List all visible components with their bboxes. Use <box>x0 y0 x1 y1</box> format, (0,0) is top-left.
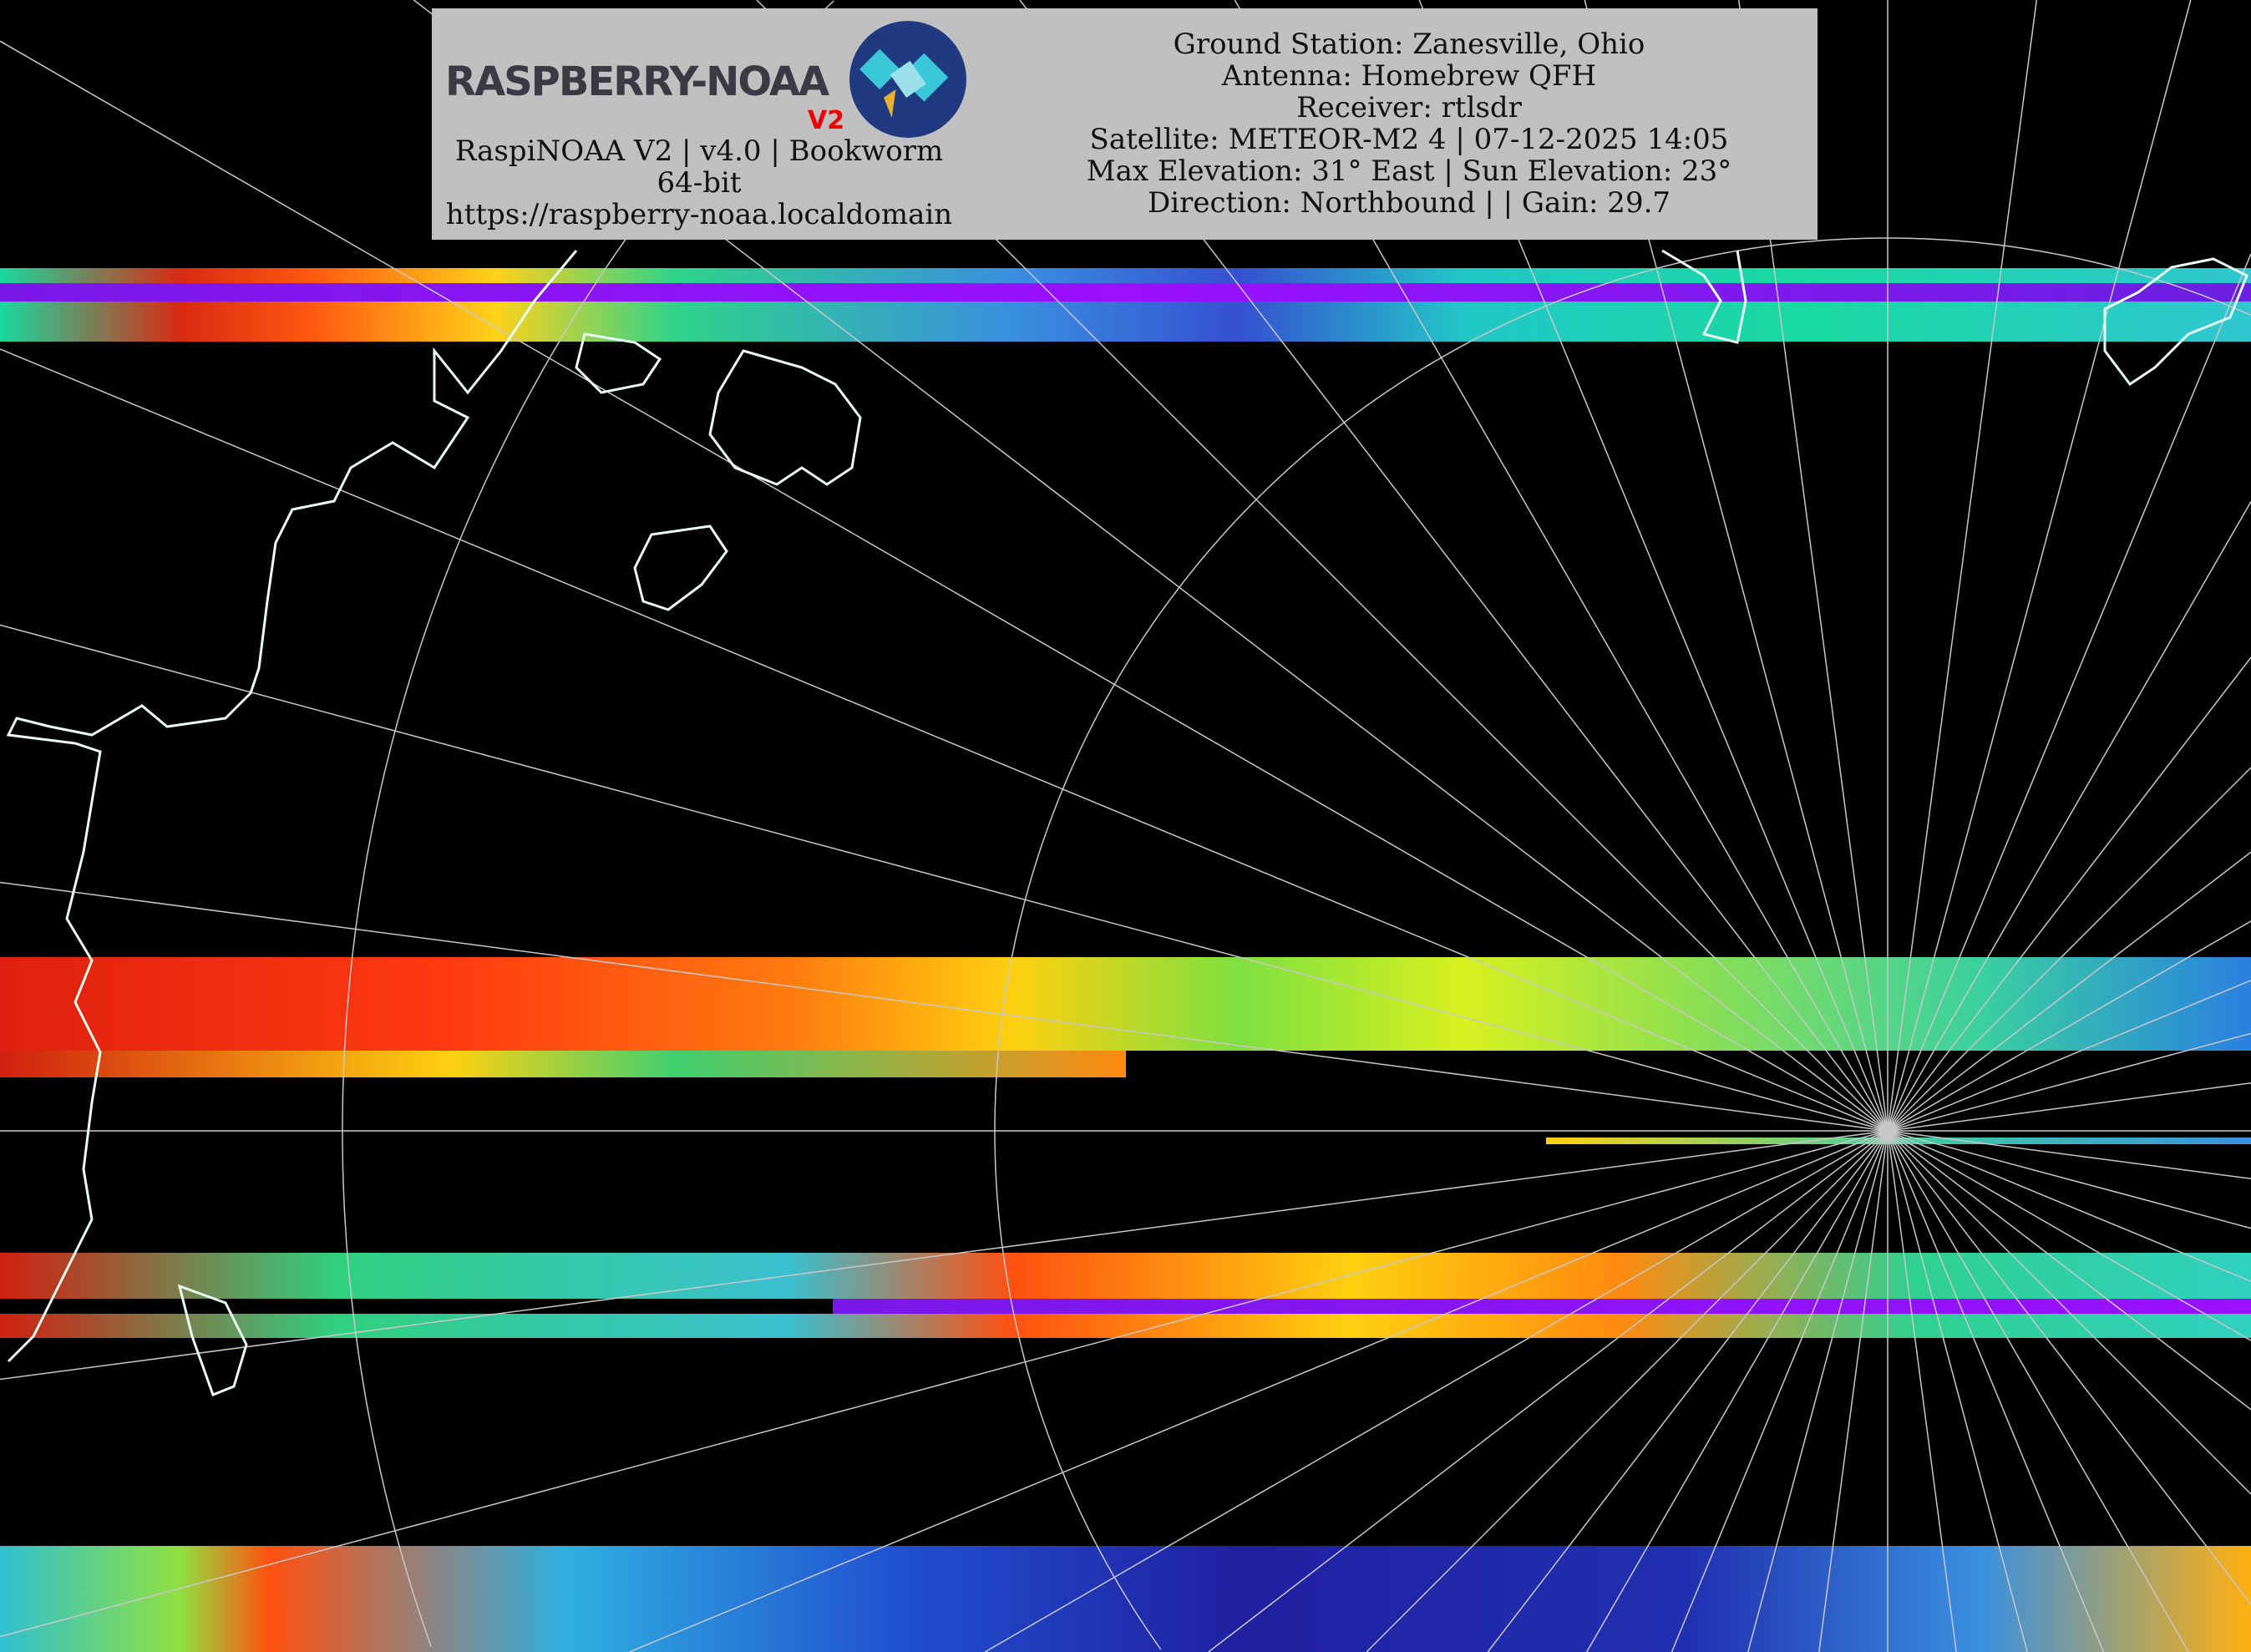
meridian-line <box>1887 980 2251 1132</box>
coastline-japan <box>633 349 862 611</box>
meridian-line <box>1887 1130 2251 1411</box>
coastlines <box>6 249 2248 1396</box>
meridian-line <box>1887 1032 2251 1132</box>
meridian-line <box>1887 1130 2251 1282</box>
raspberry-noaa-logo: RASPBERRY-NOAA V2 <box>440 17 966 142</box>
meridian-line <box>1887 1082 2251 1132</box>
imagery-band <box>0 1546 2251 1652</box>
meridian-line <box>1887 1130 2189 1652</box>
receiver: Receiver: rtlsdr <box>1296 91 1522 124</box>
elevation-info: Max Elevation: 31° East | Sun Elevation:… <box>1086 155 1732 188</box>
meridian-line <box>1887 1130 2251 1180</box>
meridian-line <box>1671 1130 1889 1652</box>
meridian-line <box>0 348 1889 1132</box>
meridian-line <box>1887 1130 2251 1495</box>
satellite-pass: Satellite: METEOR-M2 4 | 07-12-2025 14:0… <box>1089 123 1729 156</box>
meridian-line <box>1887 0 2192 1132</box>
imagery-band <box>0 957 2251 1051</box>
meridian-line <box>1887 253 2251 1132</box>
meridian-line <box>0 40 1889 1132</box>
meridian-line <box>1887 1130 2251 1605</box>
info-banner: RASPBERRY-NOAA V2 RaspiNOAA V2 | v4.0 | … <box>432 8 1818 240</box>
meridian-line <box>1586 1130 1889 1652</box>
coastline-island <box>575 332 662 394</box>
meridian-line <box>1208 1130 1889 1652</box>
coastline-taiwan <box>177 1284 248 1396</box>
software-version: RaspiNOAA V2 | v4.0 | Bookworm 64-bit <box>454 134 944 200</box>
meridian-line <box>1487 1130 1889 1652</box>
satellite-icon <box>849 21 966 138</box>
meridian-line <box>984 1130 1889 1652</box>
station-url: https://raspberry-noaa.localdomain <box>445 198 953 231</box>
imagery-band-noise <box>0 1299 2251 1314</box>
meridian-line <box>1747 1130 1889 1652</box>
meridian-line <box>1887 767 2251 1132</box>
imagery-band <box>0 1051 1126 1077</box>
meridian-line <box>1887 1130 1957 1652</box>
coastline-alaska <box>1661 249 2248 387</box>
antenna: Antenna: Homebrew QFH <box>1221 59 1597 93</box>
meridian-line <box>1887 1130 2105 1652</box>
meridian-line <box>0 1130 1889 1381</box>
latitude-circle <box>342 0 834 1647</box>
latitude-circle <box>994 237 2251 1650</box>
imagery-band-noise <box>0 283 2251 302</box>
ground-station: Ground Station: Zanesville, Ohio <box>1173 28 1645 61</box>
imagery-band <box>0 1253 2251 1338</box>
meridian-line <box>629 1130 1889 1652</box>
meridian-line <box>1887 1130 2251 1229</box>
meridian-line <box>1887 1130 2028 1652</box>
meridian-line <box>1887 0 2038 1132</box>
meridian-line <box>1818 1130 1889 1652</box>
meridian-line <box>0 624 1889 1132</box>
direction-gain: Direction: Northbound | | Gain: 29.7 <box>1147 186 1671 220</box>
meridian-line <box>1887 1130 2251 1341</box>
imagery-band <box>0 268 2251 342</box>
meridian-line <box>1887 501 2251 1132</box>
meridian-line <box>1887 920 2251 1132</box>
meridian-line <box>1887 656 2251 1132</box>
meridian-line <box>1887 851 2251 1132</box>
meridian-line <box>0 881 1889 1132</box>
logo-text: RASPBERRY-NOAA <box>445 58 829 105</box>
meridian-line <box>1366 1130 1889 1652</box>
coastline-asia <box>6 250 578 1363</box>
logo-version-badge: V2 <box>808 106 845 135</box>
meridian-line <box>0 1130 1889 1638</box>
